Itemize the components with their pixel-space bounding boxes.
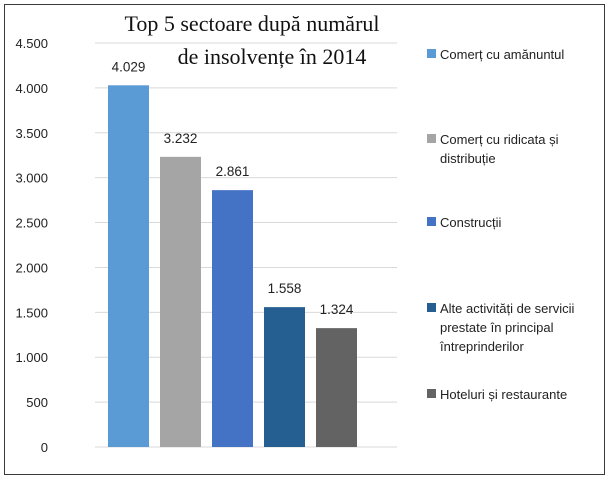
- bar-4: [264, 307, 305, 447]
- y-tick-label: 1.500: [15, 305, 48, 320]
- legend-swatch: [427, 217, 436, 226]
- legend-item-4: Alte activități de servicii prestate în p…: [427, 301, 574, 354]
- y-tick-label: 4.000: [15, 81, 48, 96]
- legend-label: Comerț cu amănuntul: [440, 47, 564, 62]
- legend-item-1: Comerț cu amănuntul: [427, 47, 564, 62]
- legend-label: Construcții: [440, 215, 502, 230]
- legend-label: Comerț cu ridicata și: [440, 132, 559, 147]
- legend-label: prestate în principal: [440, 320, 554, 335]
- bar-2: [160, 156, 201, 447]
- legend-label: întreprinderilor: [439, 339, 524, 354]
- y-axis-tick-labels: 0 500 1.000 1.500 2.000 2.500 3.000 3.500 4.000 4…: [15, 36, 48, 455]
- y-tick-label: 0: [41, 440, 48, 455]
- data-label-1: 4.029: [112, 59, 146, 74]
- legend-swatch: [427, 389, 436, 398]
- y-tick-label: 4.500: [15, 36, 48, 51]
- y-tick-label: 500: [26, 395, 48, 410]
- y-tick-label: 1.000: [15, 350, 48, 365]
- legend-label: distribuție: [440, 151, 496, 166]
- data-label-2: 3.232: [164, 131, 198, 146]
- y-tick-label: 3.500: [15, 126, 48, 141]
- data-label-3: 2.861: [216, 164, 250, 179]
- data-label-5: 1.324: [320, 302, 354, 317]
- legend: Comerț cu amănuntul Comerț cu ridicata și…: [427, 47, 574, 402]
- chart-title-line-2: de insolvențe în 2014: [178, 44, 367, 69]
- legend-item-5: Hoteluri și restaurante: [427, 387, 567, 402]
- chart-title-line-1: Top 5 sectoare după numărul: [124, 11, 379, 36]
- legend-swatch: [427, 303, 436, 312]
- bar-5: [316, 328, 357, 447]
- bar-3: [212, 190, 253, 447]
- legend-item-2: Comerț cu ridicata și distribuție: [427, 132, 559, 166]
- legend-label: Alte activități de servicii: [440, 301, 574, 316]
- chart-frame: [4, 4, 605, 475]
- chart-title: Top 5 sectoare după numărul de insolvențe…: [124, 11, 379, 69]
- y-tick-label: 2.500: [15, 216, 48, 231]
- bars: [108, 85, 357, 447]
- legend-swatch: [427, 134, 436, 143]
- bar-1: [108, 85, 149, 447]
- legend-swatch: [427, 49, 436, 58]
- data-labels: 4.029 3.232 2.861 1.558 1.324: [112, 59, 354, 317]
- legend-item-3: Construcții: [427, 215, 502, 230]
- legend-label: Hoteluri și restaurante: [440, 387, 567, 402]
- y-tick-label: 2.000: [15, 260, 48, 275]
- y-tick-label: 3.000: [15, 171, 48, 186]
- data-label-4: 1.558: [268, 281, 302, 296]
